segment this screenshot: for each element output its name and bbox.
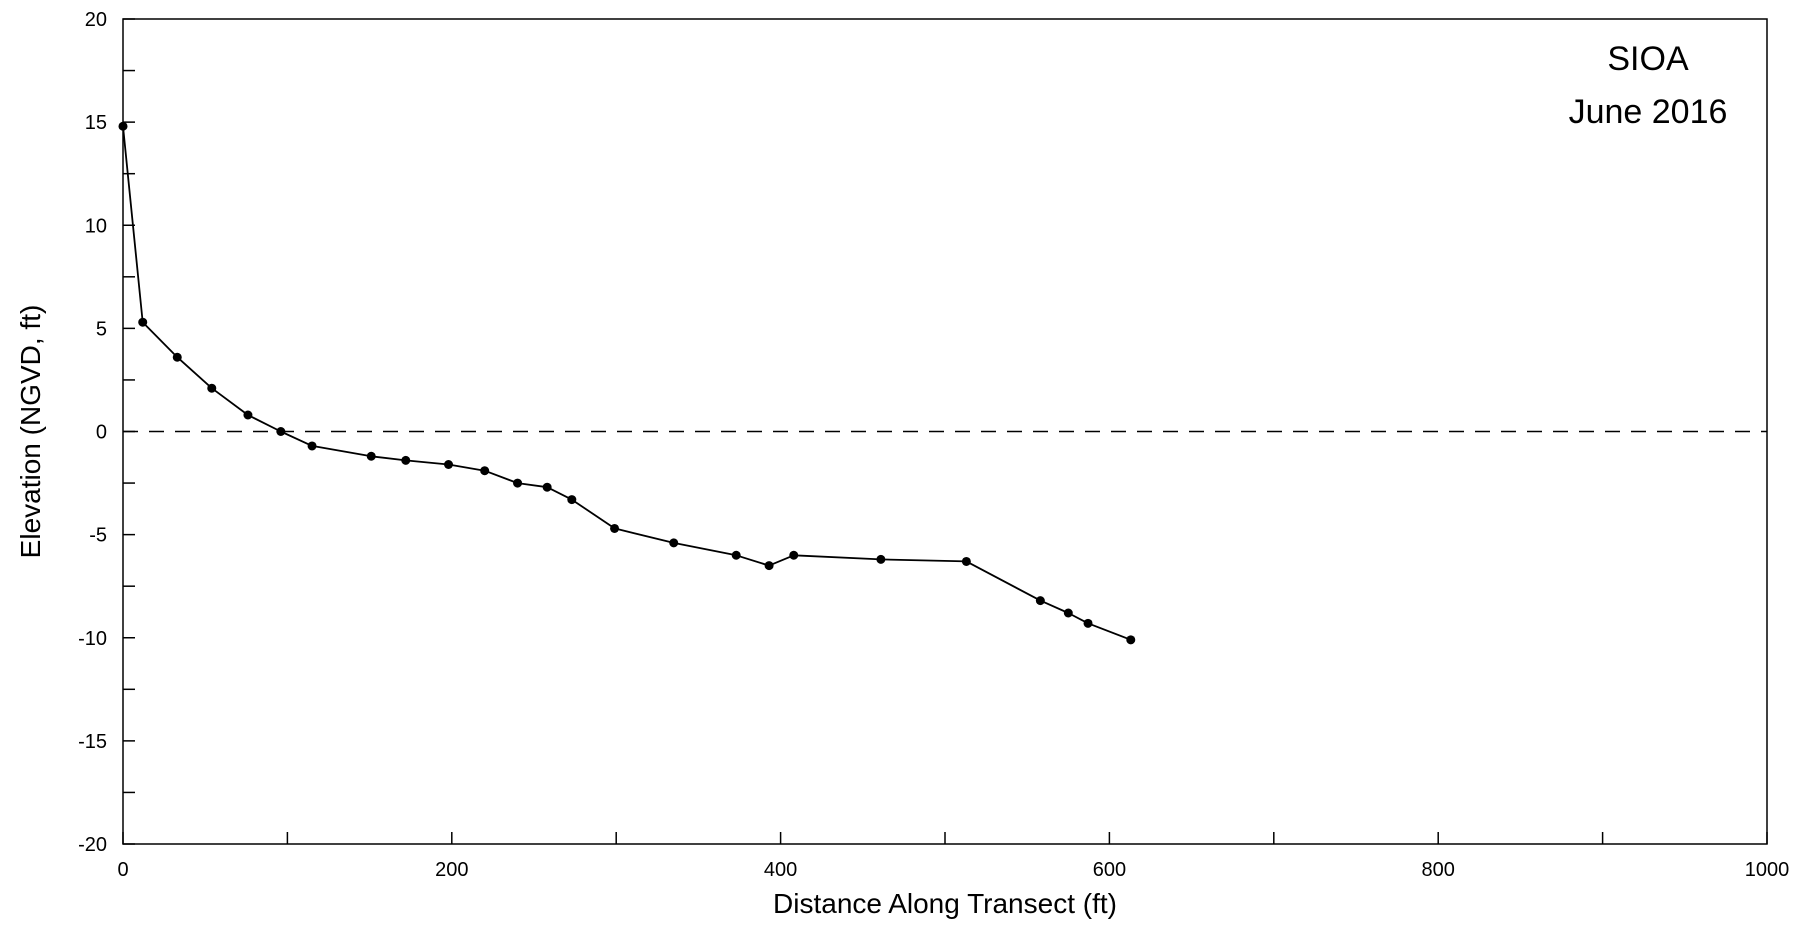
labels-layer: Distance Along Transect (ft) Elevation (… <box>15 40 1727 919</box>
profile-point <box>961 556 971 566</box>
profile-point <box>610 523 620 533</box>
profile-point <box>669 538 679 548</box>
profile-point <box>876 554 886 564</box>
y-tick-label: 15 <box>85 112 107 134</box>
y-tick-label: 0 <box>96 422 107 444</box>
profile-point <box>731 550 741 560</box>
profile-point <box>1083 618 1093 628</box>
profile-point <box>138 317 148 327</box>
profile-point <box>276 427 286 436</box>
profile-point <box>118 121 128 131</box>
profile-point <box>764 561 774 571</box>
x-tick-label: 0 <box>117 859 128 881</box>
profile-point <box>444 460 454 469</box>
annotation-site: SIOA <box>1607 40 1689 78</box>
profile-point <box>401 455 411 465</box>
x-axis-title: Distance Along Transect (ft) <box>773 888 1117 919</box>
profile-point <box>366 451 376 461</box>
profile-point <box>307 441 317 451</box>
series-layer <box>118 121 1136 645</box>
y-tick-label: -10 <box>78 628 107 650</box>
y-tick-label: -15 <box>78 731 107 753</box>
y-tick-label: 20 <box>85 9 107 31</box>
profile-point <box>243 410 253 420</box>
profile-point <box>172 352 182 362</box>
axes-layer: 0 200 400 600 800 1000 -20 -15 -10 -5 0 5 10 15 20 <box>78 9 1789 881</box>
profile-point <box>1063 608 1073 618</box>
profile-point <box>207 383 217 393</box>
profile-point <box>542 482 552 492</box>
x-tick-label: 600 <box>1093 859 1126 881</box>
profile-point <box>789 550 799 560</box>
profile-point <box>513 478 523 488</box>
profile-line <box>122 126 1132 641</box>
x-tick-label: 400 <box>764 859 797 881</box>
y-tick-label: 5 <box>96 318 107 340</box>
y-axis-title: Elevation (NGVD, ft) <box>15 305 46 559</box>
annotation-date: June 2016 <box>1569 93 1728 131</box>
x-tick-label: 800 <box>1422 859 1455 881</box>
y-tick-label: -5 <box>89 525 107 547</box>
y-tick-label: 10 <box>85 215 107 237</box>
profile-point <box>480 466 490 476</box>
y-tick-label: -20 <box>78 834 107 856</box>
profile-point <box>1126 635 1136 645</box>
profile-point <box>1035 596 1045 606</box>
profile-point <box>567 495 577 505</box>
x-tick-label: 1000 <box>1745 859 1790 881</box>
x-tick-label: 200 <box>435 859 468 881</box>
